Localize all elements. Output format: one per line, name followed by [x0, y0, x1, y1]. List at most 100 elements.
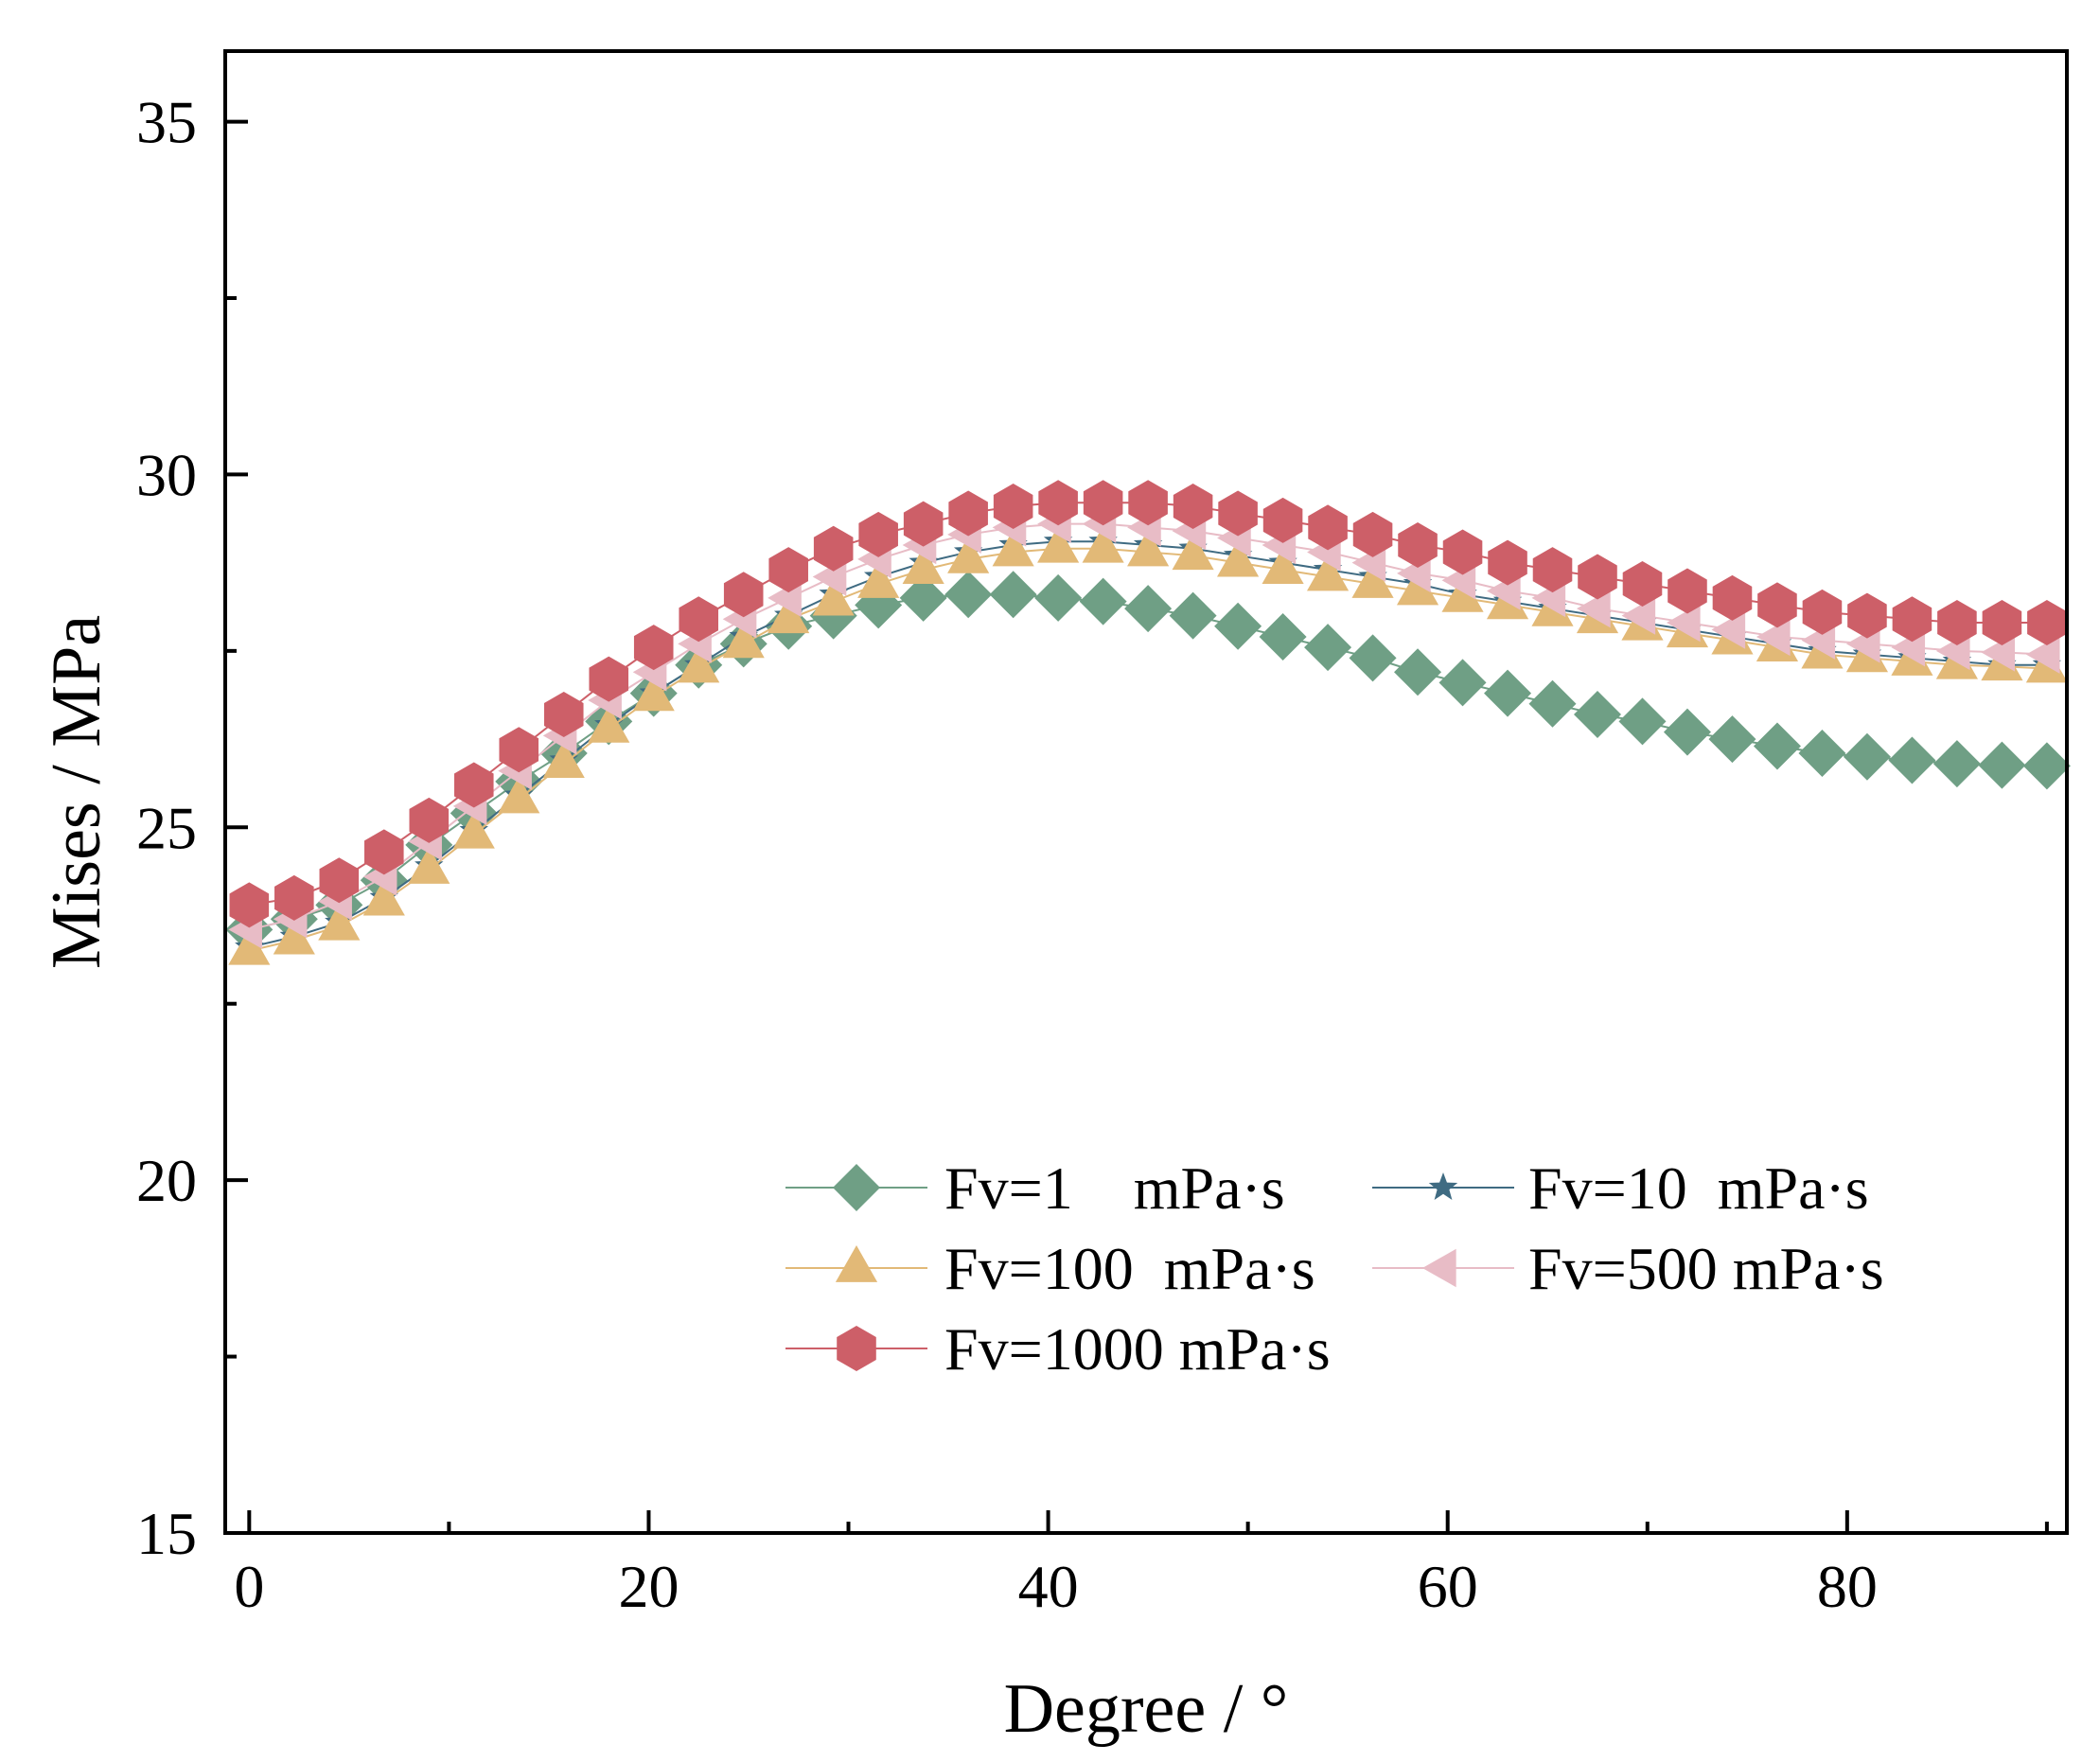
legend-item: Fv=500 mPa·s: [1372, 1235, 1884, 1302]
data-point-diamond: [1214, 602, 1262, 650]
data-point-hexagon: [319, 857, 360, 904]
legend-marker-hexagon: [837, 1326, 876, 1371]
data-point-hexagon: [1398, 522, 1438, 568]
data-point-diamond: [1124, 585, 1173, 633]
data-point-hexagon: [858, 511, 898, 557]
data-point-triangle: [1351, 561, 1394, 598]
data-point-triangle: [1262, 547, 1304, 584]
data-point-hexagon: [453, 762, 494, 808]
y-tick-label: 25: [136, 794, 197, 861]
y-axis-title: Mises / MPa: [38, 615, 115, 969]
data-point-triangle: [542, 741, 585, 779]
data-point-triangle: [902, 547, 944, 584]
legend: Fv=1 mPa·s Fv=10 mPa·s Fv=100 mPa·s Fv=500 …: [785, 1154, 1884, 1383]
data-point-triangle: [273, 917, 315, 955]
data-point-hexagon: [1982, 600, 2022, 646]
legend-item: Fv=100 mPa·s: [785, 1235, 1315, 1302]
data-point-hexagon: [1668, 568, 1707, 614]
data-point-triangle: [1217, 539, 1260, 577]
data-point-triangle: [947, 536, 990, 573]
data-point-triangle: [992, 529, 1034, 567]
data-point-diamond: [1574, 690, 1622, 738]
data-point-hexagon: [543, 691, 584, 737]
data-point-hexagon: [274, 874, 314, 921]
data-point-diamond: [1663, 708, 1711, 756]
y-tick-label: 20: [136, 1147, 197, 1214]
data-point-hexagon: [229, 882, 270, 928]
data-point-hexagon: [1712, 574, 1753, 621]
data-point-diamond: [1753, 722, 1801, 770]
data-point-diamond: [1888, 736, 1936, 784]
data-point-diamond: [1259, 612, 1307, 661]
legend-label: Fv=10 mPa·s: [1528, 1154, 1869, 1222]
y-tick-label: 15: [136, 1500, 197, 1567]
data-point-hexagon: [903, 501, 944, 547]
data-point-diamond: [1349, 634, 1397, 682]
x-tick-label: 60: [1418, 1553, 1478, 1620]
data-point-triangle: [498, 776, 540, 814]
data-point-triangle: [1037, 525, 1080, 563]
data-point-hexagon: [589, 656, 629, 702]
data-point-hexagon: [1262, 497, 1303, 543]
data-point-triangle: [408, 847, 450, 884]
data-point-triangle: [632, 674, 675, 712]
data-point-triangle: [452, 811, 495, 849]
x-tick-label: 80: [1817, 1553, 1878, 1620]
data-point-hexagon: [1308, 504, 1348, 551]
data-point-triangle: [678, 645, 720, 683]
data-point-hexagon: [1892, 596, 1932, 643]
data-point-triangle: [768, 596, 810, 634]
data-point-diamond: [1484, 669, 1532, 717]
data-point-triangle: [1082, 525, 1124, 563]
data-point-diamond: [1438, 659, 1487, 707]
legend-item: Fv=1000 mPa·s: [785, 1315, 1331, 1383]
data-point-triangle-left: [1711, 610, 1746, 649]
data-point-hexagon: [948, 490, 988, 537]
data-point-hexagon: [1757, 582, 1797, 628]
data-point-hexagon: [723, 572, 764, 618]
legend-label: Fv=1000 mPa·s: [944, 1315, 1331, 1383]
series-fv-1000-mpa-s: [229, 480, 2067, 928]
data-point-diamond: [899, 573, 947, 622]
legend-marker-triangle-left: [1422, 1248, 1456, 1288]
data-point-diamond: [1618, 697, 1667, 746]
data-point-triangle-left: [1666, 603, 1701, 643]
legend-label: Fv=1 mPa·s: [944, 1154, 1285, 1222]
legend-item: Fv=1 mPa·s: [785, 1154, 1285, 1222]
data-point-hexagon: [2027, 600, 2067, 646]
data-point-triangle: [812, 578, 855, 616]
y-tick-label: 30: [136, 441, 197, 508]
data-point-hexagon: [1532, 547, 1573, 593]
data-point-triangle: [588, 705, 630, 743]
y-tick-label: 35: [136, 89, 197, 156]
data-point-triangle-left: [1621, 596, 1656, 635]
data-point-hexagon: [1847, 592, 1887, 639]
data-point-triangle-left: [1756, 617, 1791, 657]
series-layer: [225, 480, 2071, 965]
legend-item: Fv=10 mPa·s: [1372, 1154, 1869, 1222]
data-point-diamond: [989, 571, 1037, 619]
data-point-triangle: [1172, 533, 1214, 571]
data-point-hexagon: [1622, 561, 1663, 608]
data-point-triangle: [228, 927, 271, 965]
data-point-hexagon: [679, 596, 719, 643]
data-point-hexagon: [1442, 529, 1483, 575]
data-point-hexagon: [1352, 511, 1393, 557]
data-point-hexagon: [1128, 480, 1168, 526]
data-point-triangle: [1306, 554, 1350, 591]
data-point-hexagon: [1578, 554, 1617, 600]
data-point-hexagon: [409, 797, 450, 843]
data-point-diamond: [1394, 648, 1442, 696]
data-point-diamond: [1528, 679, 1577, 728]
data-point-triangle: [362, 878, 405, 916]
data-point-triangle: [1127, 529, 1170, 567]
data-point-triangle: [1396, 568, 1439, 606]
data-point-triangle: [318, 903, 361, 941]
data-point-diamond: [1843, 732, 1891, 781]
data-point-diamond: [1932, 740, 1981, 788]
x-axis-title: Degree / °: [1004, 1670, 1289, 1748]
legend-label: Fv=100 mPa·s: [944, 1235, 1315, 1302]
data-point-hexagon: [1937, 600, 1977, 646]
